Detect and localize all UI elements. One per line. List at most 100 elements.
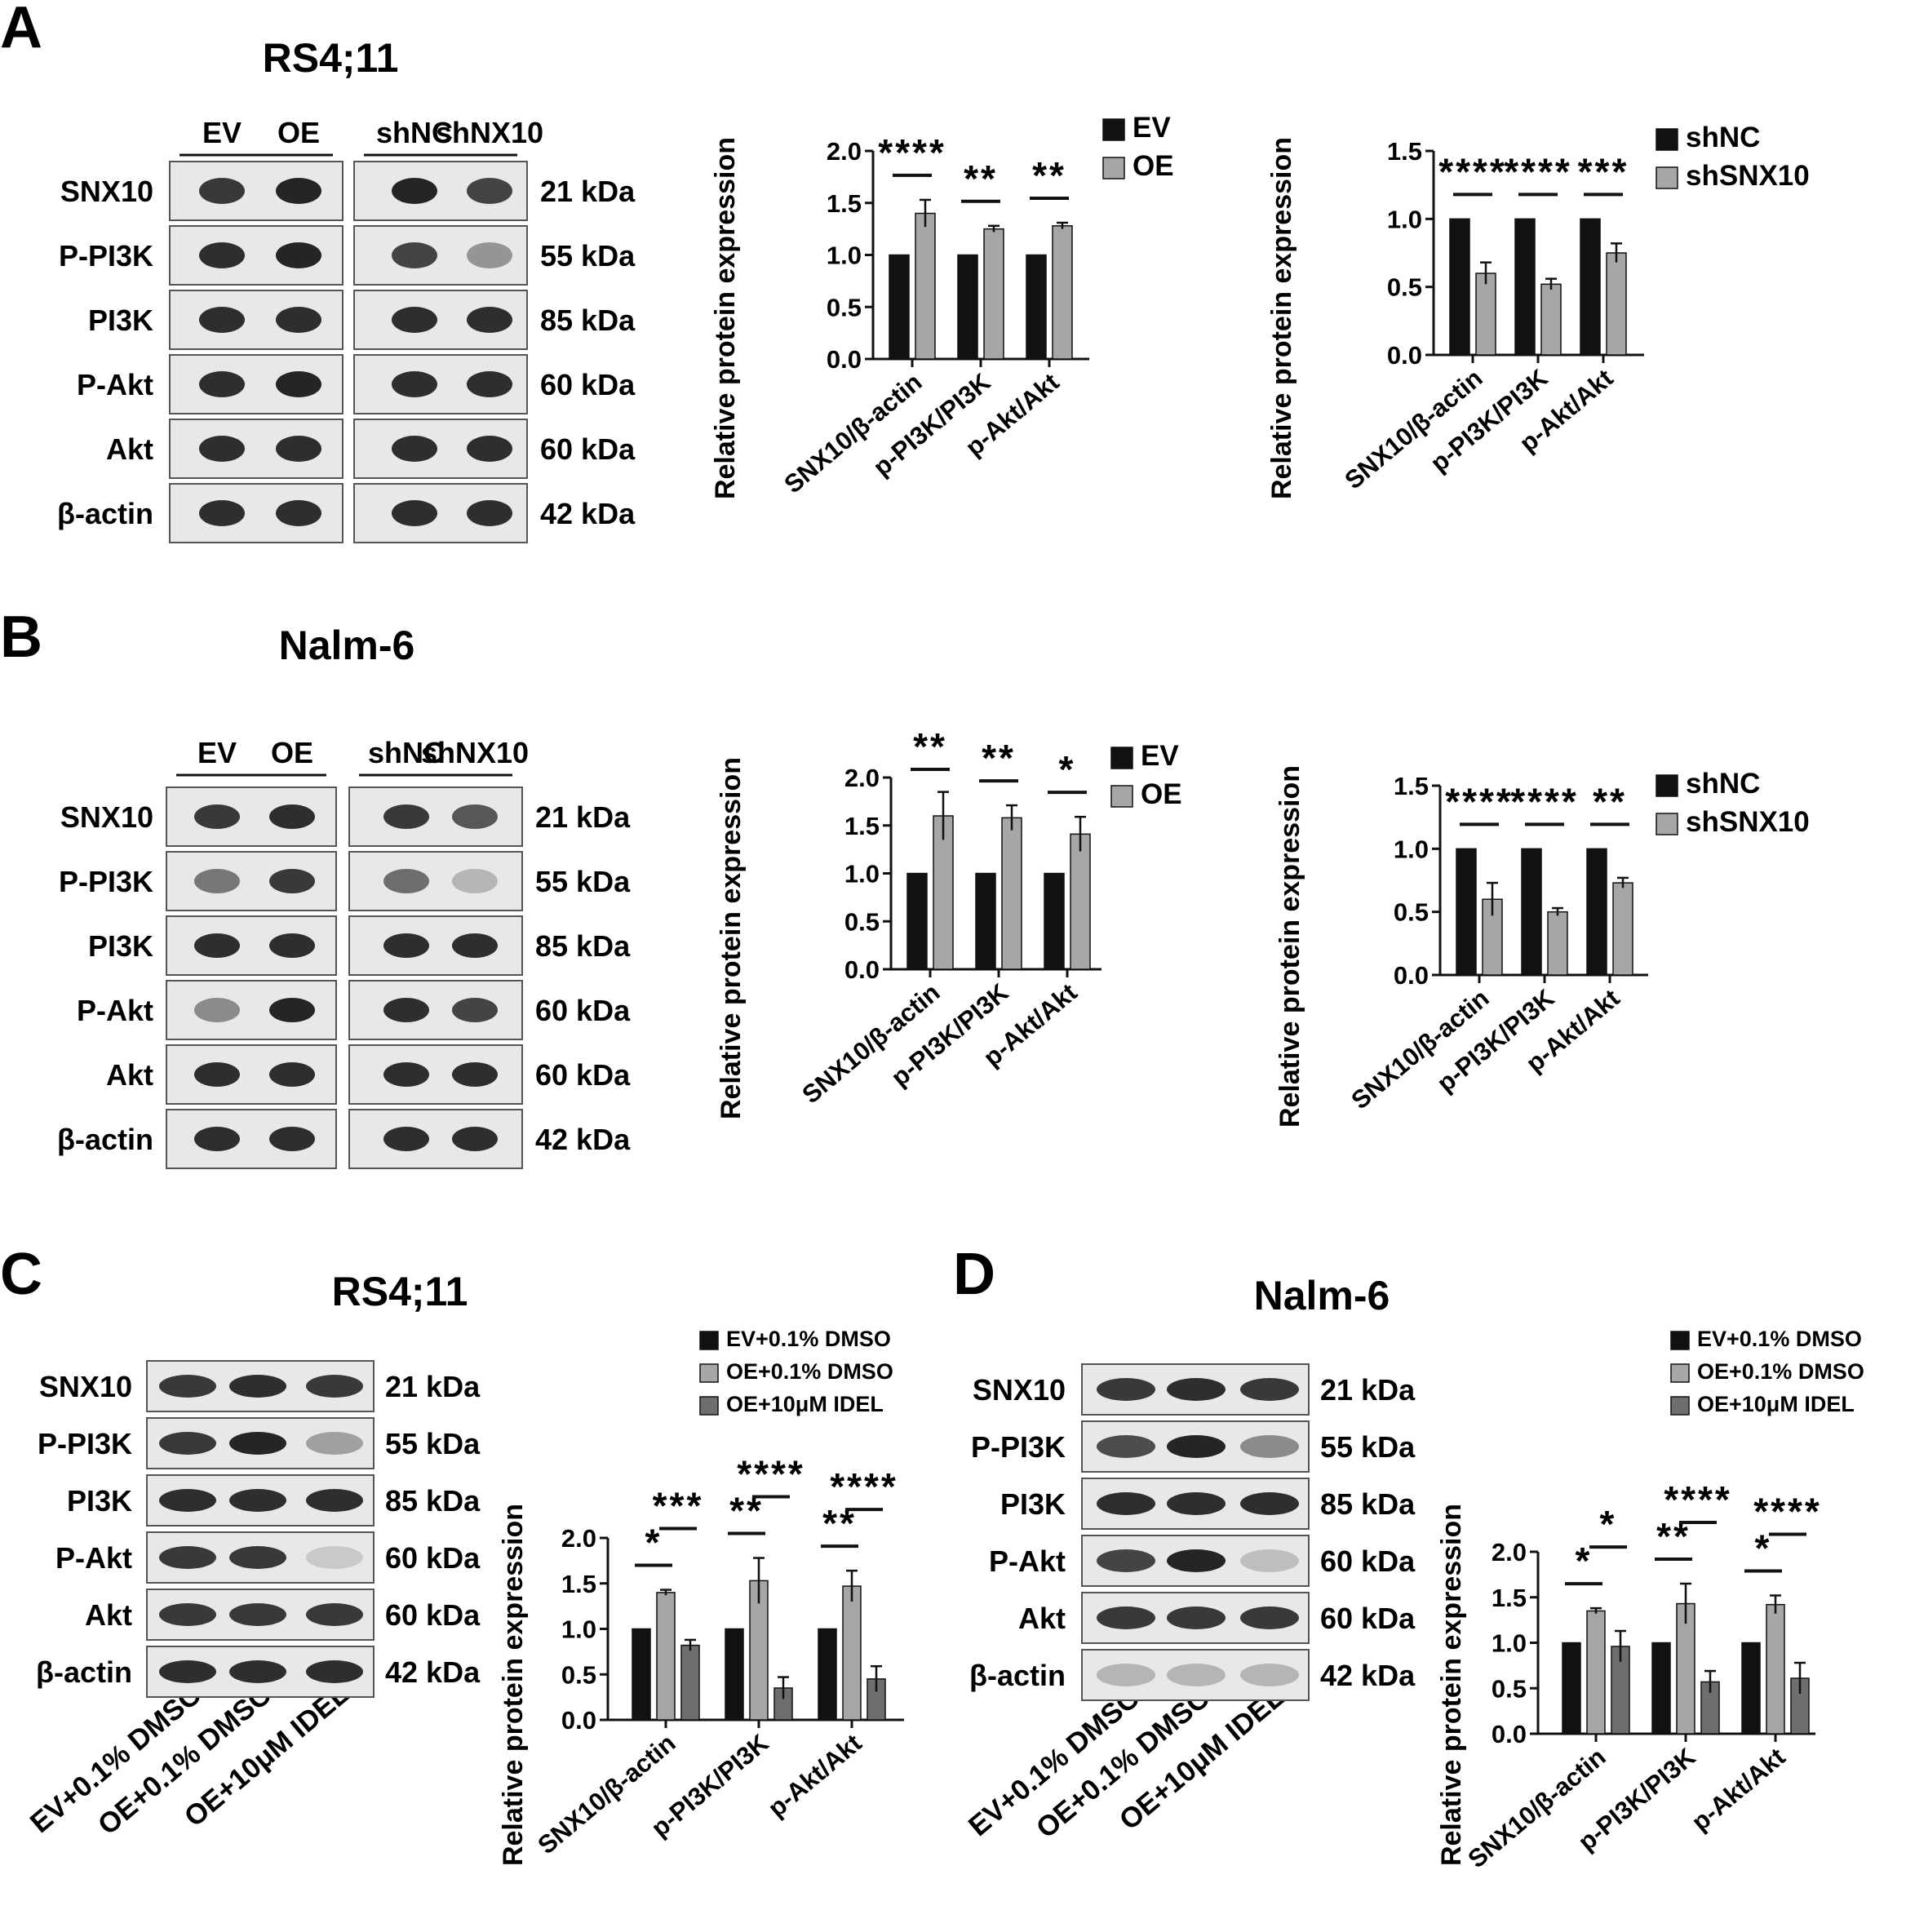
blot-strip xyxy=(353,225,528,286)
blot-band xyxy=(452,1062,498,1087)
blot-band xyxy=(1240,1492,1299,1515)
significance-stars: ** xyxy=(1593,780,1627,822)
legend-swatch xyxy=(1670,1331,1690,1350)
bar xyxy=(1449,218,1470,356)
blot-band xyxy=(229,1660,286,1683)
kda-label: 55 kDa xyxy=(540,239,636,273)
protein-label: Akt xyxy=(106,1058,153,1092)
x-tick-label: p-Akt/Akt xyxy=(762,1729,867,1823)
y-tick-label: 1.5 xyxy=(561,1570,596,1598)
kda-label: 60 kDa xyxy=(385,1598,481,1632)
bar xyxy=(842,1585,862,1721)
legend-swatch xyxy=(1656,128,1678,151)
blot-band xyxy=(383,869,429,893)
bar xyxy=(889,254,910,360)
kda-label: 60 kDa xyxy=(535,1058,631,1092)
legend-label: shSNX10 xyxy=(1686,806,1810,838)
blot-band xyxy=(159,1660,216,1683)
protein-label: PI3K xyxy=(88,304,153,337)
significance-stars: * xyxy=(1576,1540,1593,1582)
panel-title-A: RS4;11 xyxy=(263,35,399,81)
bar xyxy=(1514,218,1536,356)
bar xyxy=(1475,273,1496,356)
blot-band xyxy=(467,307,512,333)
bar xyxy=(632,1628,651,1721)
y-tick-label: 2.0 xyxy=(561,1524,596,1553)
x-tick-label: p-PI3K/PI3K xyxy=(867,367,996,481)
x-tick-label: p-Akt/Akt xyxy=(1686,1743,1790,1837)
blot-band xyxy=(194,804,240,829)
blot-band xyxy=(269,933,315,958)
y-axis-label: Relative protein expression xyxy=(710,137,741,499)
kda-label: 60 kDa xyxy=(535,994,631,1027)
kda-label: 42 kDa xyxy=(385,1655,481,1689)
blot-band xyxy=(269,1062,315,1087)
significance-stars: ** xyxy=(964,157,998,200)
y-tick-label: 1.5 xyxy=(844,812,880,840)
panel-label-B: B xyxy=(0,605,42,670)
kda-label: 60 kDa xyxy=(540,432,636,466)
blot-band xyxy=(1240,1435,1299,1458)
significance-stars: **** xyxy=(1504,150,1572,193)
kda-label: 42 kDa xyxy=(1320,1659,1416,1692)
blot-band xyxy=(199,178,245,204)
blot-band xyxy=(1097,1492,1155,1515)
protein-label: P-PI3K xyxy=(971,1430,1066,1464)
blot-band xyxy=(269,1127,315,1151)
legend-label: OE+10μM IDEL xyxy=(726,1392,884,1416)
bar-chart-B1: 0.0 0.5 1.0 1.5 2.0 Relative protein expressi… xyxy=(716,725,1182,1119)
legend-label: shSNX10 xyxy=(1686,160,1810,192)
bar xyxy=(818,1628,837,1721)
kda-label: 85 kDa xyxy=(1320,1487,1416,1521)
lane-label: OE xyxy=(271,736,313,769)
blot-band xyxy=(276,371,321,397)
y-tick-label: 0.0 xyxy=(1394,961,1429,990)
kda-label: 21 kDa xyxy=(535,800,631,834)
legend-label: OE+10μM IDEL xyxy=(1697,1392,1855,1416)
bar xyxy=(1651,1642,1671,1735)
panel-title-B: Nalm-6 xyxy=(279,623,415,668)
y-tick-label: 0.0 xyxy=(561,1706,596,1735)
bar xyxy=(725,1628,744,1721)
bar xyxy=(1070,833,1091,970)
kda-label: 60 kDa xyxy=(385,1541,481,1575)
y-axis-label: Relative protein expression xyxy=(1274,765,1305,1128)
y-axis-label: Relative protein expression xyxy=(1436,1504,1467,1866)
blot-band xyxy=(1097,1606,1155,1629)
blot-band xyxy=(1240,1606,1299,1629)
bar xyxy=(1741,1642,1761,1735)
y-axis-label: Relative protein expression xyxy=(716,757,747,1119)
blot-band xyxy=(194,933,240,958)
y-tick-label: 0.0 xyxy=(827,345,862,374)
y-tick-label: 1.5 xyxy=(1492,1584,1527,1612)
legend-swatch xyxy=(1102,118,1125,141)
protein-label: P-Akt xyxy=(55,1541,132,1575)
legend-label: EV+0.1% DMSO xyxy=(726,1327,891,1351)
blot-band xyxy=(276,307,321,333)
legend-swatch xyxy=(1656,774,1678,797)
kda-label: 60 kDa xyxy=(1320,1544,1416,1578)
protein-label: SNX10 xyxy=(60,175,153,208)
bar xyxy=(957,254,978,360)
protein-label: P-Akt xyxy=(989,1544,1066,1578)
bar xyxy=(1547,911,1568,976)
blot-band xyxy=(1097,1435,1155,1458)
y-tick-label: 0.5 xyxy=(844,907,880,936)
bar xyxy=(975,872,996,970)
bar xyxy=(1766,1603,1785,1735)
significance-stars: *** xyxy=(653,1485,704,1527)
y-tick-label: 1.0 xyxy=(1492,1629,1527,1658)
blot-band xyxy=(383,933,429,958)
y-tick-label: 0.0 xyxy=(1492,1720,1527,1748)
blot-band xyxy=(383,998,429,1022)
kda-label: 85 kDa xyxy=(385,1484,481,1518)
panel-label-C: C xyxy=(0,1242,42,1307)
blot-band xyxy=(392,307,437,333)
significance-stars: * xyxy=(645,1522,663,1564)
legend-label: OE xyxy=(1141,778,1182,810)
